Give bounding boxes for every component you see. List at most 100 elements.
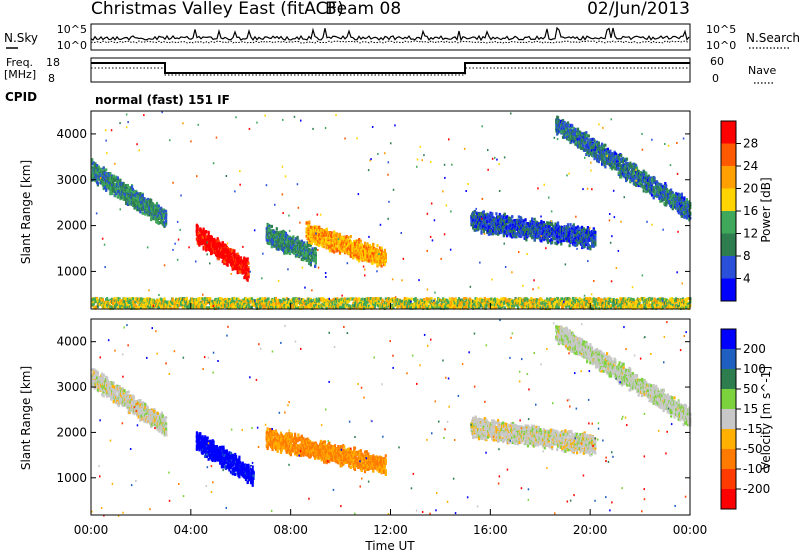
- heatmap-cell: [107, 183, 110, 187]
- heatmap-cell: [119, 195, 122, 198]
- heatmap-cell: [92, 161, 95, 165]
- heatmap-cell: [296, 235, 299, 239]
- heatmap-cell: [95, 166, 98, 170]
- heatmap-cell: [165, 216, 168, 220]
- heatmap-cell: [196, 224, 199, 228]
- heatmap-cell: [108, 181, 111, 185]
- heatmap-cell: [146, 205, 149, 209]
- heatmap-cell: [165, 221, 168, 225]
- heatmap-cell: [363, 241, 367, 245]
- heatmap-cell: [292, 235, 295, 239]
- heatmap-cell: [108, 174, 111, 178]
- heatmap-cell: [122, 197, 125, 201]
- heatmap-cell: [102, 166, 105, 170]
- heatmap-cell: [247, 261, 250, 265]
- heatmap-cell: [540, 219, 543, 223]
- heatmap-cell: [109, 186, 112, 190]
- heatmap-cell: [141, 194, 144, 197]
- heatmap-cell: [144, 212, 147, 216]
- heatmap-cell: [116, 186, 119, 190]
- heatmap-cell: [159, 221, 162, 225]
- noise-search-label: N.Search: [746, 31, 800, 45]
- freq-label-line1: Freq.: [6, 56, 33, 69]
- heatmap-cell: [308, 220, 311, 224]
- heatmap-cell: [139, 195, 142, 199]
- heatmap-cell: [96, 182, 99, 185]
- heatmap-cell: [380, 246, 383, 250]
- heatmap-cell: [122, 182, 125, 186]
- heatmap-cell: [117, 180, 120, 184]
- heatmap-cell: [130, 185, 134, 189]
- heatmap-cell: [155, 206, 158, 210]
- nave-right-tick-high: 60: [710, 55, 724, 68]
- heatmap-cell: [135, 204, 138, 208]
- heatmap-cell: [154, 217, 157, 221]
- nave-right-tick-low: 0: [712, 72, 719, 85]
- heatmap-cell: [525, 238, 528, 242]
- noise-right-tick-low: 10^0: [706, 39, 736, 52]
- heatmap-cell: [560, 242, 563, 246]
- noise-left-tick-high: 10^5: [57, 23, 87, 36]
- heatmap-cell: [524, 218, 527, 222]
- heatmap-cell: [91, 173, 94, 177]
- heatmap-cell: [126, 203, 129, 206]
- heatmap-cell: [571, 234, 574, 237]
- heatmap-cell: [139, 210, 142, 214]
- heatmap-cell: [511, 215, 514, 219]
- heatmap-cell: [117, 193, 120, 197]
- heatmap-cell: [121, 191, 124, 195]
- heatmap-cell: [205, 248, 208, 252]
- heatmap-cell: [143, 201, 146, 205]
- heatmap-cell: [482, 210, 485, 214]
- noise-panel: N.Sky 10^5 10^0 10^5 10^0 N.Search: [4, 23, 800, 52]
- heatmap-cell: [314, 264, 317, 268]
- heatmap-cell: [314, 247, 317, 251]
- heatmap-cell: [384, 253, 387, 257]
- heatmap-cell: [94, 173, 97, 177]
- heatmap-cell: [196, 241, 199, 245]
- heatmap-cell: [143, 197, 146, 201]
- heatmap-cell: [160, 218, 164, 221]
- heatmap-cell: [100, 168, 103, 172]
- heatmap-cell: [330, 231, 333, 235]
- heatmap-cell: [152, 217, 155, 221]
- frequency-trace: [91, 62, 690, 74]
- heatmap-cell: [141, 211, 144, 215]
- frequency-panel: Freq. [MHz] 18 8 60 0 Nave: [4, 55, 776, 85]
- heatmap-cell: [556, 221, 560, 225]
- heatmap-cell: [205, 230, 208, 234]
- heatmap-cell: [491, 212, 494, 216]
- heatmap-cell: [270, 225, 273, 228]
- heatmap-cell: [233, 249, 236, 253]
- heatmap-cell: [155, 201, 159, 205]
- heatmap-cell: [226, 263, 229, 267]
- nave-label: Nave: [748, 64, 776, 77]
- heatmap-cell: [127, 189, 130, 193]
- heatmap-cell: [101, 183, 104, 187]
- heatmap-cell: [138, 208, 141, 212]
- heatmap-cell: [139, 193, 142, 197]
- heatmap-cell: [157, 204, 160, 208]
- heatmap-cell: [119, 179, 122, 183]
- heatmap-cell: [135, 198, 138, 202]
- heatmap-cell: [125, 194, 129, 198]
- heatmap-cell: [126, 183, 129, 187]
- heatmap-cell: [94, 162, 97, 166]
- heatmap-cell: [150, 198, 153, 202]
- heatmap-cell: [594, 235, 597, 239]
- heatmap-cell: [246, 257, 249, 261]
- heatmap-cell: [202, 227, 205, 231]
- heatmap-cell: [103, 186, 106, 190]
- heatmap-cell: [577, 226, 580, 230]
- heatmap-cell: [360, 243, 363, 247]
- heatmap-cell: [91, 175, 94, 179]
- heatmap-cell: [347, 236, 350, 239]
- heatmap-cell: [204, 242, 207, 246]
- heatmap-cell: [125, 197, 128, 201]
- heatmap-cell: [275, 227, 278, 231]
- date-label: 02/Jun/2013: [587, 0, 690, 19]
- heatmap-cell: [380, 264, 383, 268]
- heatmap-cell: [594, 240, 597, 244]
- heatmap-cell: [247, 272, 250, 276]
